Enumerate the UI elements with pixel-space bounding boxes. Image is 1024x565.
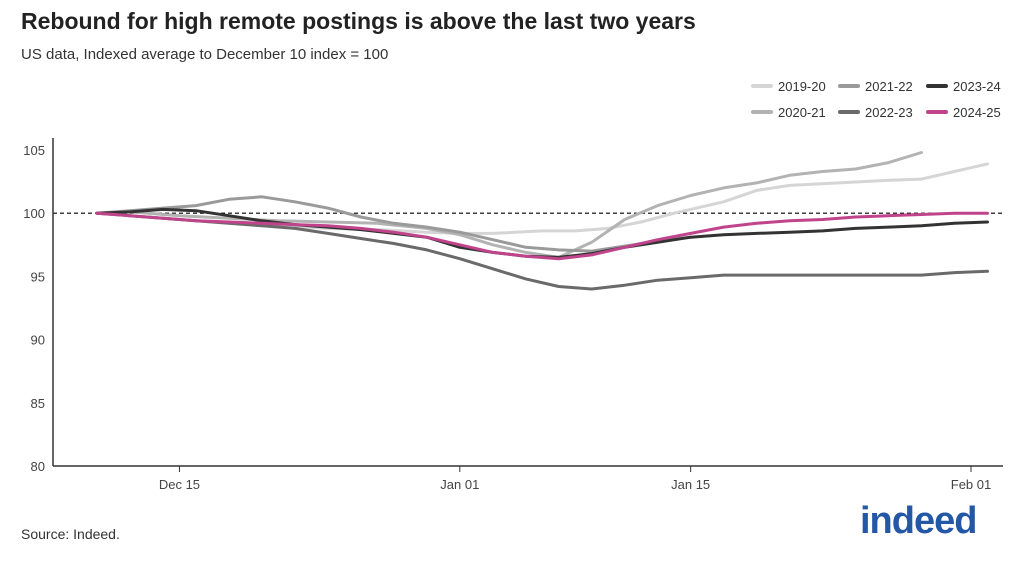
y-tick-label: 100 [23,206,45,221]
x-tick-label: Jan 01 [440,477,479,492]
source-note: Source: Indeed. [21,526,120,542]
legend-label-2019-20: 2019-20 [778,79,826,94]
series-line-2021-22 [95,195,693,253]
y-tick-label: 105 [23,143,45,158]
legend-label-2021-22: 2021-22 [865,79,913,94]
y-tick-label: 85 [31,396,45,411]
legend-label-2024-25: 2024-25 [953,105,1001,120]
legend-label-2020-21: 2020-21 [778,105,826,120]
series-line-2024-25 [95,211,989,261]
legend: 2019-20 2021-22 2023-24 2020-21 2022-23 2024-… [751,79,1001,120]
x-tick-label: Feb 01 [951,477,991,492]
y-tick-label: 90 [31,333,45,348]
legend-label-2022-23: 2022-23 [865,105,913,120]
x-axis-ticks: Dec 15 Jan 01 Jan 15 Feb 01 [159,466,991,492]
x-tick-label: Dec 15 [159,477,200,492]
y-axis-ticks: 80 85 90 95 100 105 [23,143,45,474]
series-lines [95,151,989,291]
y-tick-label: 80 [31,459,45,474]
x-tick-label: Jan 15 [671,477,710,492]
indeed-logo: indeed [860,500,977,542]
chart-title: Rebound for high remote postings is abov… [21,8,696,34]
series-line-2020-21 [95,151,923,259]
chart-subtitle: US data, Indexed average to December 10 … [21,46,389,63]
legend-label-2023-24: 2023-24 [953,79,1001,94]
series-line-2022-23 [95,211,989,291]
axes [52,138,1003,467]
y-tick-label: 95 [31,269,45,284]
